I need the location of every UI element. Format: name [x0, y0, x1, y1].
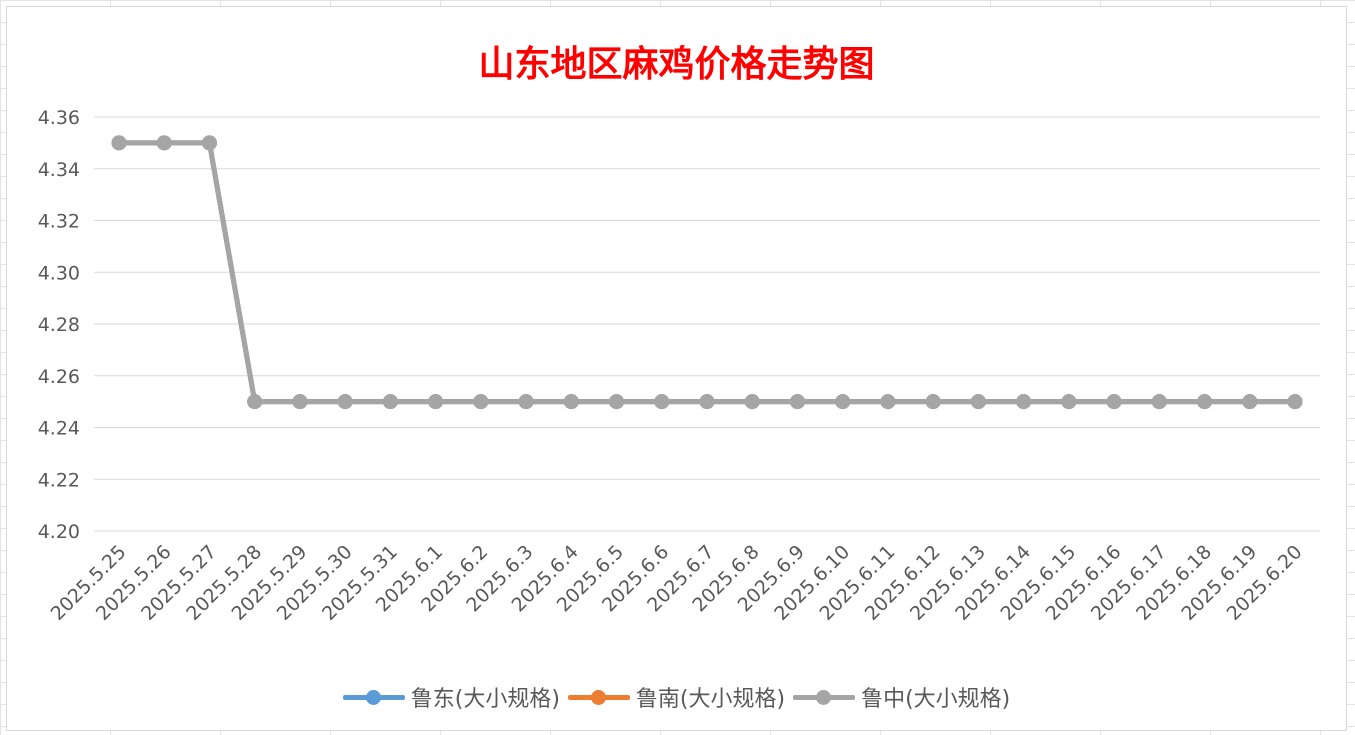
- y-tick-label: 4.30: [38, 262, 80, 284]
- plot-area: 4.364.344.324.304.284.264.244.224.202025…: [38, 107, 1320, 625]
- legend-label: 鲁东(大小规格): [410, 687, 560, 712]
- series-point-2: [835, 394, 851, 410]
- legend-item: 鲁东(大小规格): [342, 681, 560, 713]
- series-point-2: [518, 394, 534, 410]
- y-tick-label: 4.28: [38, 314, 80, 336]
- series-point-2: [1242, 394, 1258, 410]
- series-point-2: [654, 394, 670, 410]
- series-point-2: [609, 394, 625, 410]
- series-point-2: [1061, 394, 1077, 410]
- series-point-2: [744, 394, 760, 410]
- chart-area[interactable]: 山东地区麻鸡价格走势图 4.36 4.34 4.32 4.30 4.28 4.26 4.24…: [6, 6, 1347, 731]
- series-point-2: [1287, 394, 1303, 410]
- series-point-2: [337, 394, 353, 410]
- series-point-2: [970, 394, 986, 410]
- series-point-2: [699, 394, 715, 410]
- legend-label: 鲁中(大小规格): [861, 687, 1011, 712]
- y-tick-label: 4.24: [38, 418, 80, 440]
- legend-swatch: [793, 690, 856, 705]
- series-point-2: [1197, 394, 1213, 410]
- y-tick-label: 4.32: [38, 211, 80, 233]
- series-point-2: [156, 135, 172, 151]
- series-point-2: [1016, 394, 1032, 410]
- y-tick-label: 4.20: [38, 521, 80, 543]
- y-tick-label: 4.22: [38, 469, 80, 491]
- series-point-2: [789, 394, 805, 410]
- series-point-2: [925, 394, 941, 410]
- series-point-2: [292, 394, 308, 410]
- series-point-2: [247, 394, 263, 410]
- y-tick-label: 4.34: [38, 159, 80, 181]
- legend: 鲁东(大小规格) 鲁南(大小规格) 鲁中(大小规格): [7, 681, 1346, 713]
- series-point-2: [1151, 394, 1167, 410]
- series-point-2: [473, 394, 489, 410]
- y-tick-label: 4.26: [38, 366, 80, 388]
- y-tick-label: 4.36: [38, 107, 80, 129]
- series-point-2: [111, 135, 127, 151]
- series-point-2: [201, 135, 217, 151]
- legend-item: 鲁南(大小规格): [567, 681, 786, 713]
- legend-label: 鲁南(大小规格): [635, 687, 786, 712]
- series-point-2: [563, 394, 579, 410]
- legend-swatch: [342, 690, 405, 705]
- legend-item: 鲁中(大小规格): [793, 681, 1010, 713]
- legend-swatch: [567, 690, 630, 705]
- series-point-2: [428, 394, 444, 410]
- series-point-2: [880, 394, 896, 410]
- series-point-2: [382, 394, 398, 410]
- series-point-2: [1106, 394, 1122, 410]
- chart-title: 山东地区麻鸡价格走势图: [478, 43, 875, 85]
